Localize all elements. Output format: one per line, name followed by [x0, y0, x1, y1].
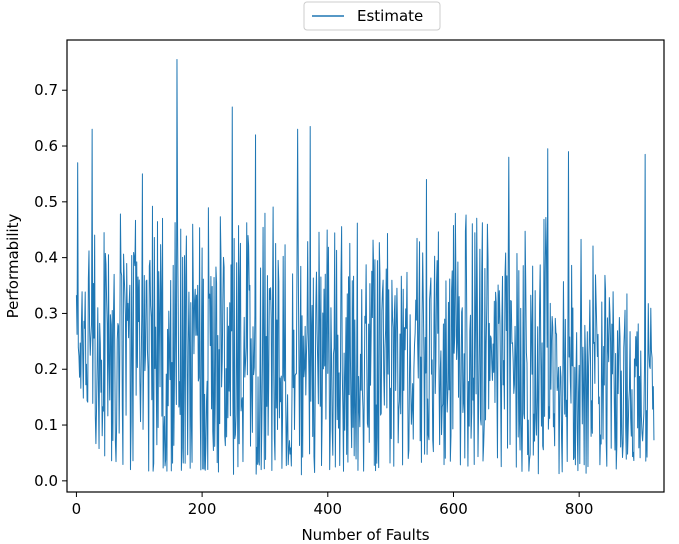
x-tick-label: 800	[565, 500, 594, 518]
y-tick-label: 0.7	[34, 81, 58, 99]
y-tick-label: 0.6	[34, 137, 58, 155]
plot-frame	[66, 39, 665, 493]
x-tick-label: 0	[72, 500, 82, 518]
y-axis: 0.0 0.1 0.2 0.3 0.4 0.5 0.6 0.7	[34, 81, 67, 490]
x-tick-label: 400	[313, 500, 342, 518]
y-tick-label: 0.3	[34, 304, 58, 322]
y-tick-label: 0.1	[34, 416, 58, 434]
series-layer	[75, 59, 655, 476]
legend: Estimate	[303, 1, 441, 31]
series-line-estimate	[75, 59, 655, 476]
x-axis-label: Number of Faults	[301, 526, 429, 544]
legend-label-estimate: Estimate	[357, 7, 423, 25]
x-tick-label: 200	[188, 500, 217, 518]
x-axis: 0 200 400 600 800	[72, 492, 594, 518]
y-tick-label: 0.2	[34, 360, 58, 378]
x-tick-label: 600	[439, 500, 468, 518]
y-tick-label: 0.4	[34, 249, 58, 267]
y-tick-label: 0.5	[34, 193, 58, 211]
y-axis-label: Performability	[4, 213, 22, 318]
legend-box	[303, 1, 441, 31]
y-tick-label: 0.0	[34, 472, 58, 490]
